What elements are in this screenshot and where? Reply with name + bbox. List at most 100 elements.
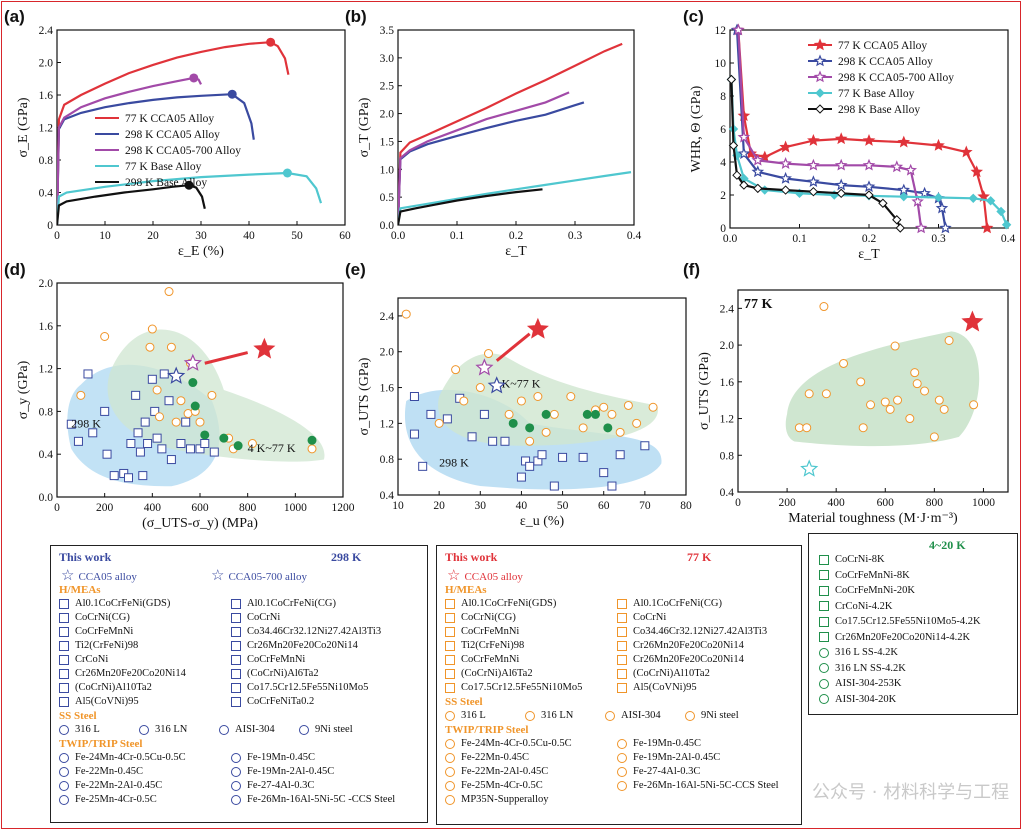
y-tick-label: 2.0 [39, 58, 54, 70]
y-tick-label: 0.4 [720, 487, 735, 499]
marker-icon [819, 554, 829, 565]
circle-marker-icon [685, 710, 695, 721]
data-point [152, 385, 162, 395]
legend-entry: Ti2(CrFeNi)98 [445, 640, 524, 651]
series-marker [914, 221, 928, 234]
legend-label: 77 K Base Alloy [125, 161, 202, 173]
data-point [307, 435, 317, 445]
y-tick-label: 0.5 [380, 192, 395, 204]
legend-header: This work [59, 550, 112, 564]
square-marker-icon [59, 626, 69, 637]
legend-entry: CoCrNi(CG) [445, 612, 516, 623]
series-marker [933, 192, 944, 203]
circle-marker-icon [617, 738, 627, 749]
y-axis-label: σ_UTS (GPa) [697, 352, 712, 430]
this-work-star [800, 459, 819, 477]
y-tick-label: 4 [720, 157, 726, 169]
data-point [126, 439, 136, 448]
legend-label: Co17.5Cr12.5Fe55Ni10Mo5 [247, 682, 369, 693]
legend-label: 77 K CCA05 Alloy [125, 113, 214, 125]
series-marker [779, 157, 792, 169]
legend-4-20k: 4~20 K CoCrNi-8K CoCrFeMnNi-8K CoCrFeMnNi-2… [808, 533, 1018, 715]
legend-entry: (CoCrNi)Al6Ta2 [231, 668, 319, 679]
square-marker-icon [231, 696, 241, 707]
circle-marker-icon [445, 766, 455, 777]
legend-label: AISI-304-20K [835, 693, 897, 705]
legend-entry: Fe-22Mn-2Al-0.45C [59, 780, 162, 791]
series-line-3 [57, 171, 323, 225]
data-point [166, 455, 176, 465]
circle-marker-icon [59, 794, 69, 805]
y-tick-label: 1.2 [720, 414, 735, 426]
legend-label: Cr26Mn20Fe20Co20Ni14-4.2K [835, 631, 971, 643]
data-point [582, 409, 592, 419]
circle-marker-icon [445, 794, 455, 805]
legend-label: Cr26Mn20Fe20Co20Ni14 [75, 668, 186, 679]
series-marker [732, 170, 742, 180]
legend-category: H/MEAs [59, 584, 101, 596]
annotation-4k-77k: 4 K~77 K [493, 377, 541, 391]
legend-entry: Cr26Mn20Fe20Co20Ni14 [617, 654, 744, 665]
square-marker-icon [59, 654, 69, 665]
data-point [195, 417, 205, 427]
legend-category: TWIP/TRIP Steel [59, 738, 143, 750]
x-tick-label: 10 [392, 500, 404, 512]
legend-entry: 316 LN [139, 724, 187, 735]
annotation-298k: 298 K [71, 416, 101, 430]
legend-label: AISI-304 [621, 710, 661, 721]
y-tick-label: 1.6 [39, 90, 54, 102]
legend-label: Cr26Mn20Fe20Co20Ni14 [633, 640, 744, 651]
x-tick-label: 200 [778, 497, 796, 509]
legend-entry: Fe-19Mn-2Al-0.45C [617, 752, 720, 763]
data-point [200, 439, 210, 448]
y-tick-label: 1.6 [39, 321, 54, 333]
series-line-0 [398, 42, 623, 225]
data-point [603, 423, 613, 433]
legend-entry: Co17.5Cr12.5Fe55Ni10Mo5-4.2K [819, 616, 981, 627]
data-point [426, 409, 436, 419]
panel-label: (d) [4, 260, 26, 279]
legend-label: 298 K CCA05-700 Alloy [838, 72, 954, 84]
data-point [607, 409, 617, 419]
square-marker-icon [231, 598, 241, 609]
y-tick-label: 1.2 [39, 364, 54, 376]
region-77k [785, 331, 980, 447]
series-marker [836, 188, 846, 199]
series-marker [737, 147, 751, 160]
marker-icon [819, 585, 829, 596]
legend-label: (CoCrNi)Al10Ta2 [633, 668, 710, 679]
data-point [821, 389, 831, 399]
series-marker [808, 186, 819, 197]
legend-entry: 316 L SS-4.2K [819, 647, 898, 658]
marker-icon [819, 632, 829, 643]
this-work-star [961, 310, 984, 332]
data-point [145, 342, 155, 352]
data-point [154, 412, 164, 422]
x-tick-label: 10 [99, 230, 111, 242]
data-point [176, 396, 186, 406]
data-point [159, 369, 169, 379]
circle-marker-icon [525, 710, 535, 721]
legend-entry: Fe-26Mn-16Al-5Ni-5C -CCS Steel [231, 794, 395, 805]
series-marker [807, 134, 820, 146]
legend-entry: Fe-24Mn-4Cr-0.5Cu-0.5C [445, 738, 572, 749]
circle-marker-icon [231, 766, 241, 777]
data-point [890, 341, 900, 351]
data-point [866, 400, 876, 410]
data-point [131, 390, 141, 400]
x-axis-label: (σ_UTS-σ_y) (MPa) [142, 516, 258, 531]
legend-label: AISI-304-253K [835, 678, 902, 689]
legend-entry: Fe-22Mn-0.45C [59, 766, 143, 777]
data-point [100, 406, 110, 416]
data-point [147, 324, 157, 334]
y-tick-label: 0.4 [380, 490, 395, 502]
y-axis-label: σ_UTS (GPa) [357, 357, 372, 435]
data-point [442, 414, 452, 424]
legend-entry: CoCrFeMnNi [445, 626, 519, 637]
series-marker [751, 153, 765, 166]
data-point [100, 332, 110, 341]
legend-entry: CoCrNi-8K [819, 554, 885, 565]
y-tick-label: 2.0 [720, 340, 735, 352]
legend-label: CoCrFeMnNi [461, 626, 520, 637]
legend-label: CCA05 alloy [464, 571, 523, 583]
